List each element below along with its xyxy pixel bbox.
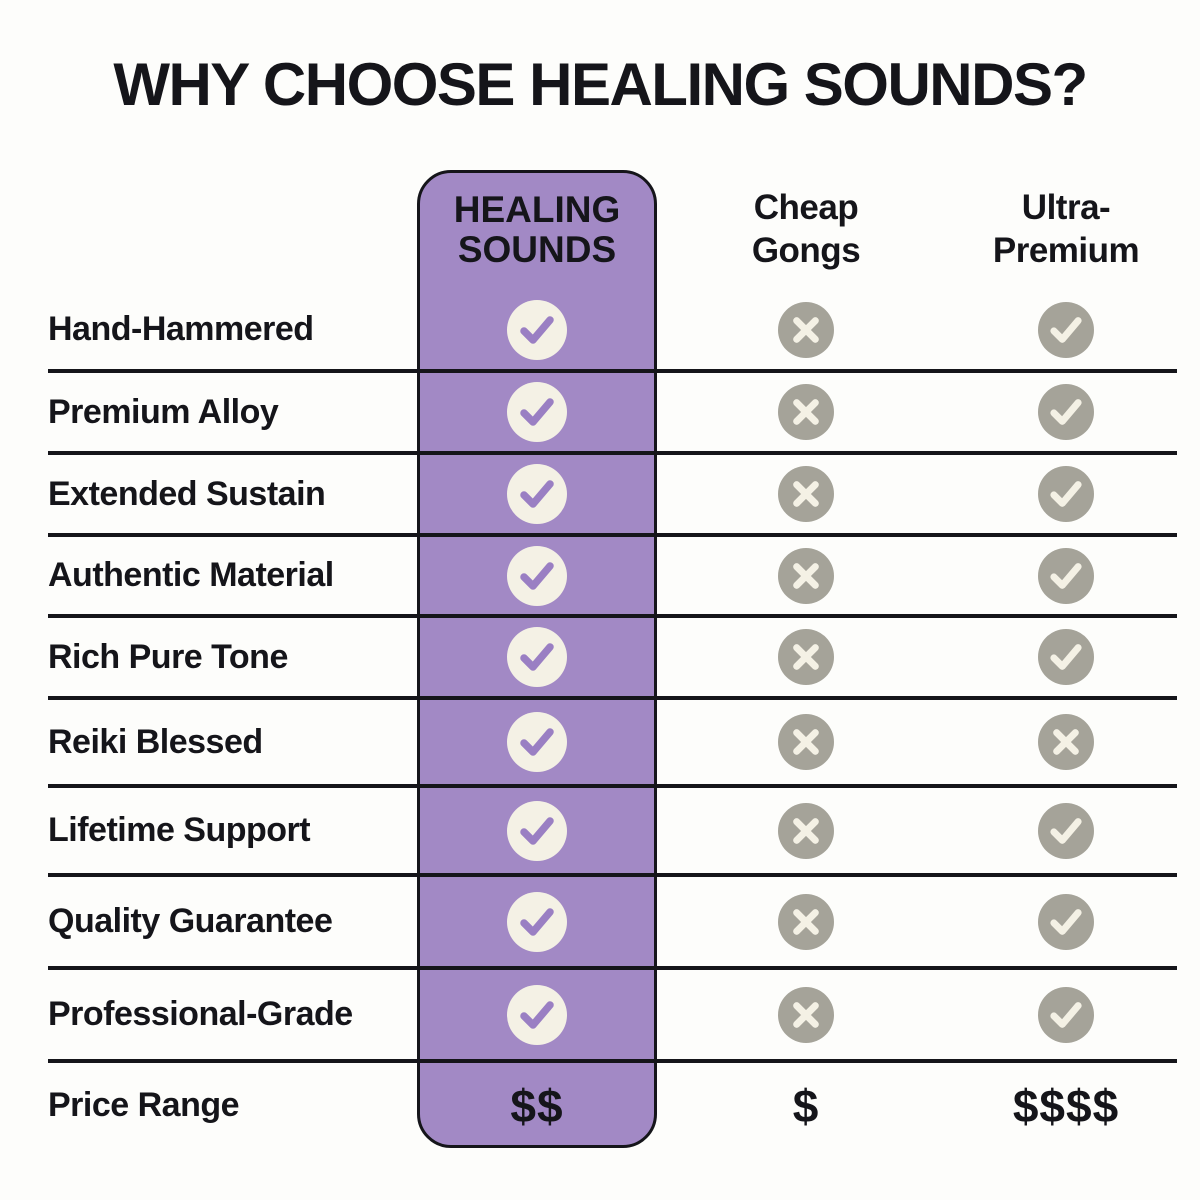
- table-cell-ultra_premium: [955, 970, 1177, 1063]
- feature-label: Authentic Material: [48, 556, 334, 594]
- cross-icon: [778, 802, 834, 859]
- table-row-label: Price Range: [48, 1063, 417, 1148]
- table-cell-ultra_premium: [955, 455, 1177, 537]
- cross-icon: [1038, 714, 1094, 770]
- cross-icon: [778, 384, 834, 440]
- feature-label: Price Range: [48, 1086, 240, 1124]
- page-title: WHY CHOOSE HEALING SOUNDS?: [113, 51, 1088, 118]
- cross-icon: [778, 301, 834, 358]
- price-cell-cheap_gongs: $: [657, 1063, 955, 1148]
- price-value: $$$$: [1012, 1079, 1120, 1132]
- check-icon: [507, 891, 567, 952]
- table-cell-healing_sounds: [417, 788, 657, 877]
- cross-icon: [778, 547, 834, 604]
- feature-label: Extended Sustain: [48, 474, 326, 513]
- table-row-label: Quality Guarantee: [48, 877, 417, 970]
- check-icon: [507, 984, 567, 1045]
- check-icon: [1038, 547, 1094, 604]
- column-header-line: HEALING: [453, 189, 621, 231]
- check-icon: [507, 627, 567, 687]
- table-cell-cheap_gongs: [657, 373, 955, 455]
- column-header-line: Cheap: [753, 188, 859, 228]
- column-header-line: SOUNDS: [457, 229, 617, 270]
- price-value: $: [792, 1079, 820, 1132]
- table-cell-cheap_gongs: [657, 618, 955, 700]
- check-icon: [1038, 301, 1094, 358]
- table-row-label: Authentic Material: [48, 537, 417, 618]
- table-cell-cheap_gongs: [657, 455, 955, 537]
- table-cell-cheap_gongs: [657, 537, 955, 618]
- table-row-label: Premium Alloy: [48, 373, 417, 455]
- feature-label: Quality Guarantee: [48, 902, 333, 940]
- table-cell-cheap_gongs: [657, 290, 955, 373]
- table-row-label: Lifetime Support: [48, 788, 417, 877]
- price-cell-healing_sounds: $$: [417, 1063, 657, 1148]
- check-icon: [507, 545, 567, 606]
- column-header-healing_sounds: HEALING SOUNDS: [417, 170, 657, 290]
- feature-label: Professional-Grade: [48, 995, 353, 1033]
- feature-label: Lifetime Support: [48, 811, 311, 849]
- check-icon: [507, 299, 567, 360]
- check-icon: [1038, 893, 1094, 950]
- column-header-line: Premium: [992, 231, 1140, 270]
- table-cell-healing_sounds: [417, 970, 657, 1063]
- table-row-label: Reiki Blessed: [48, 700, 417, 788]
- table-cell-healing_sounds: [417, 537, 657, 618]
- table-row-label: Professional-Grade: [48, 970, 417, 1063]
- check-icon: [507, 712, 567, 772]
- table-cell-healing_sounds: [417, 373, 657, 455]
- table-corner-spacer: [48, 170, 417, 290]
- table-cell-ultra_premium: [955, 877, 1177, 970]
- table-cell-healing_sounds: [417, 618, 657, 700]
- table-cell-cheap_gongs: [657, 700, 955, 788]
- column-header-line: Ultra-: [1021, 188, 1111, 228]
- table-cell-cheap_gongs: [657, 788, 955, 877]
- column-header-cheap_gongs: Cheap Gongs: [657, 170, 955, 290]
- comparison-table: HEALING SOUNDS Cheap Gongs Ultra- Premium Hand…: [48, 170, 1177, 1148]
- table-cell-cheap_gongs: [657, 877, 955, 970]
- check-icon: [1038, 986, 1094, 1043]
- table-row-label: Extended Sustain: [48, 455, 417, 537]
- table-cell-ultra_premium: [955, 537, 1177, 618]
- table-cell-ultra_premium: [955, 373, 1177, 455]
- table-row-label: Hand-Hammered: [48, 290, 417, 373]
- cross-icon: [778, 893, 834, 950]
- table-cell-ultra_premium: [955, 290, 1177, 373]
- table-cell-ultra_premium: [955, 618, 1177, 700]
- cross-icon: [778, 629, 834, 685]
- table-cell-healing_sounds: [417, 290, 657, 373]
- cross-icon: [778, 466, 834, 522]
- feature-label: Premium Alloy: [48, 392, 279, 431]
- feature-label: Reiki Blessed: [48, 722, 263, 761]
- table-cell-ultra_premium: [955, 700, 1177, 788]
- table-cell-healing_sounds: [417, 455, 657, 537]
- table-cell-healing_sounds: [417, 700, 657, 788]
- check-icon: [507, 382, 567, 442]
- check-icon: [1038, 629, 1094, 685]
- feature-label: Rich Pure Tone: [48, 637, 288, 676]
- price-value: $$: [510, 1079, 564, 1132]
- check-icon: [1038, 384, 1094, 440]
- table-row-label: Rich Pure Tone: [48, 618, 417, 700]
- check-icon: [1038, 802, 1094, 859]
- table-cell-healing_sounds: [417, 877, 657, 970]
- table-cell-cheap_gongs: [657, 970, 955, 1063]
- check-icon: [507, 800, 567, 861]
- cross-icon: [778, 714, 834, 770]
- cross-icon: [778, 986, 834, 1043]
- feature-label: Hand-Hammered: [48, 310, 314, 348]
- check-icon: [507, 464, 567, 524]
- price-cell-ultra_premium: $$$$: [955, 1063, 1177, 1148]
- column-header-ultra_premium: Ultra- Premium: [955, 170, 1177, 290]
- column-header-line: Gongs: [751, 231, 861, 270]
- check-icon: [1038, 466, 1094, 522]
- table-cell-ultra_premium: [955, 788, 1177, 877]
